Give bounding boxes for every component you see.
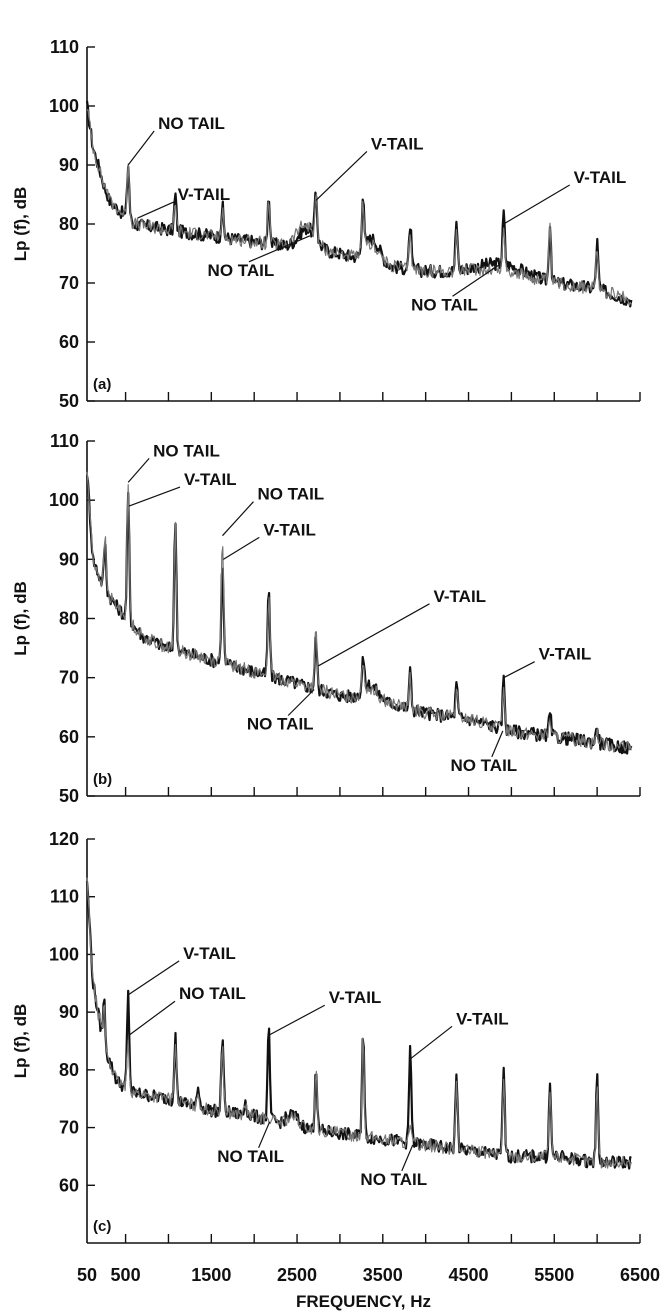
x-tick-label: 4500 bbox=[449, 1265, 489, 1285]
y-tick-label: 60 bbox=[59, 727, 79, 747]
annotation-leader bbox=[258, 1121, 271, 1149]
annotation-label: NO TAIL bbox=[158, 114, 225, 133]
y-tick-label: 80 bbox=[59, 1060, 79, 1080]
annotation-label: V-TAIL bbox=[574, 168, 627, 187]
y-tick-label: 90 bbox=[59, 549, 79, 569]
panel-label: (c) bbox=[93, 1218, 111, 1235]
annotation-label: V-TAIL bbox=[184, 470, 237, 489]
annotation-leader bbox=[491, 730, 504, 758]
annotation-leader bbox=[222, 501, 254, 537]
annotation-label: V-TAIL bbox=[329, 988, 382, 1007]
annotation-label: V-TAIL bbox=[183, 944, 236, 963]
annotation-label: NO TAIL bbox=[450, 756, 517, 775]
annotation-leader bbox=[128, 486, 181, 507]
annotation-leader bbox=[127, 960, 180, 996]
annotation-label: V-TAIL bbox=[433, 587, 486, 606]
y-tick-label: 110 bbox=[50, 887, 79, 907]
annotation-label: V-TAIL bbox=[178, 185, 231, 204]
annotation-leader bbox=[223, 536, 260, 560]
annotation-label: V-TAIL bbox=[371, 134, 424, 153]
x-tick-label: 6500 bbox=[620, 1265, 660, 1285]
annotation-leader bbox=[127, 458, 150, 483]
panel-label: (a) bbox=[93, 376, 111, 393]
y-tick-label: 60 bbox=[59, 1175, 79, 1195]
annotation-leader bbox=[401, 1144, 414, 1172]
annotation-label: V-TAIL bbox=[263, 520, 316, 539]
y-tick-label: 90 bbox=[59, 155, 79, 175]
annotation-label: V-TAIL bbox=[539, 645, 592, 664]
series-line-v-tail bbox=[85, 475, 633, 755]
series-line-no-tail bbox=[86, 108, 632, 306]
x-tick-label: 1500 bbox=[191, 1265, 231, 1285]
series-line-no-tail bbox=[86, 471, 632, 753]
panel-1: 50 60 70 80 90 100 110 Lp (f), dB (b) NO TAIL V-TA… bbox=[11, 431, 641, 806]
annotation-leader bbox=[503, 661, 535, 679]
annotation-label: NO TAIL bbox=[179, 984, 246, 1003]
x-tick-label: 5500 bbox=[534, 1265, 574, 1285]
y-tick-label: 50 bbox=[59, 391, 79, 411]
annotation-label: NO TAIL bbox=[360, 1170, 427, 1189]
y-tick-label: 100 bbox=[49, 944, 79, 964]
annotation-leader bbox=[287, 689, 315, 716]
y-tick-label: 70 bbox=[59, 1118, 79, 1138]
annotation-leader bbox=[318, 603, 430, 667]
y-tick-label: 100 bbox=[49, 96, 79, 116]
x-tick-label: 2500 bbox=[277, 1265, 317, 1285]
series-line-v-tail bbox=[85, 881, 632, 1170]
y-tick-label: 100 bbox=[49, 490, 79, 510]
y-tick-label: 90 bbox=[59, 1002, 79, 1022]
x-tick-label: 500 bbox=[111, 1265, 141, 1285]
annotation-leader bbox=[248, 235, 311, 263]
x-tick-label: 50 bbox=[77, 1265, 97, 1285]
series-line-no-tail bbox=[86, 877, 632, 1169]
y-tick-label: 60 bbox=[59, 332, 79, 352]
y-tick-label: 120 bbox=[49, 829, 79, 849]
annotation-label: NO TAIL bbox=[257, 485, 324, 504]
y-axis-label: Lp (f), dB bbox=[11, 1004, 30, 1079]
y-tick-label: 70 bbox=[59, 273, 79, 293]
y-tick-label: 80 bbox=[59, 214, 79, 234]
annotation-leader bbox=[128, 1000, 176, 1036]
annotation-leader bbox=[127, 130, 155, 166]
y-tick-label: 80 bbox=[59, 609, 79, 629]
y-tick-label: 70 bbox=[59, 668, 79, 688]
annotation-label: NO TAIL bbox=[247, 715, 314, 734]
annotation-leader bbox=[410, 1025, 453, 1059]
annotation-label: NO TAIL bbox=[153, 441, 220, 460]
annotation-leader bbox=[452, 264, 499, 297]
y-tick-label: 110 bbox=[50, 37, 79, 57]
annotation-leader bbox=[137, 201, 174, 219]
panel-2: 60 70 80 90 100 110 120 Lp (f), dB (c) V-TAIL NO T… bbox=[11, 829, 660, 1311]
annotation-label: NO TAIL bbox=[217, 1147, 284, 1166]
annotation-leader bbox=[503, 184, 570, 225]
annotation-leader bbox=[268, 1004, 326, 1036]
x-axis-label: FREQUENCY, Hz bbox=[296, 1292, 431, 1311]
annotation-label: NO TAIL bbox=[411, 295, 478, 314]
panel-0: 50 60 70 80 90 100 110 Lp (f), dB (a) NO TAIL V-TA… bbox=[11, 37, 641, 411]
panel-label: (b) bbox=[93, 771, 112, 788]
y-axis-label: Lp (f), dB bbox=[11, 581, 30, 656]
x-tick-label: 3500 bbox=[363, 1265, 403, 1285]
y-tick-label: 110 bbox=[50, 431, 79, 451]
y-axis-label: Lp (f), dB bbox=[11, 187, 30, 262]
annotation-leader bbox=[315, 150, 368, 201]
annotation-label: V-TAIL bbox=[456, 1009, 509, 1028]
y-tick-label: 50 bbox=[59, 786, 79, 806]
annotation-label: NO TAIL bbox=[208, 261, 275, 280]
